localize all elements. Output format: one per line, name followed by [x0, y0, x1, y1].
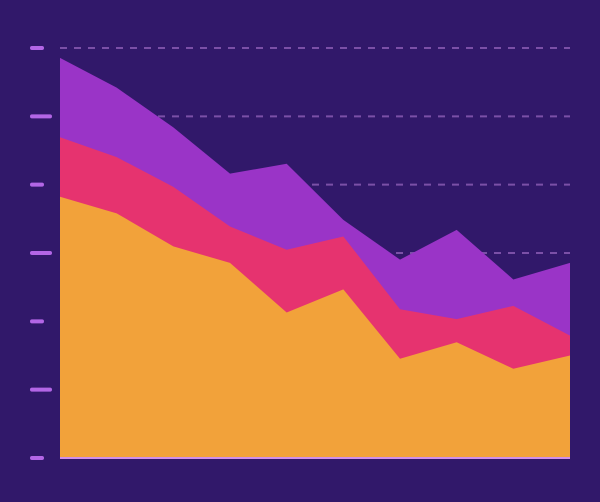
- y-tick: [30, 183, 44, 187]
- area-chart: [0, 0, 600, 502]
- y-tick: [30, 251, 52, 255]
- y-tick: [30, 114, 52, 118]
- y-tick: [30, 388, 52, 392]
- chart-svg: [0, 0, 600, 502]
- y-tick: [30, 319, 44, 323]
- y-tick: [30, 456, 44, 460]
- y-tick: [30, 46, 44, 50]
